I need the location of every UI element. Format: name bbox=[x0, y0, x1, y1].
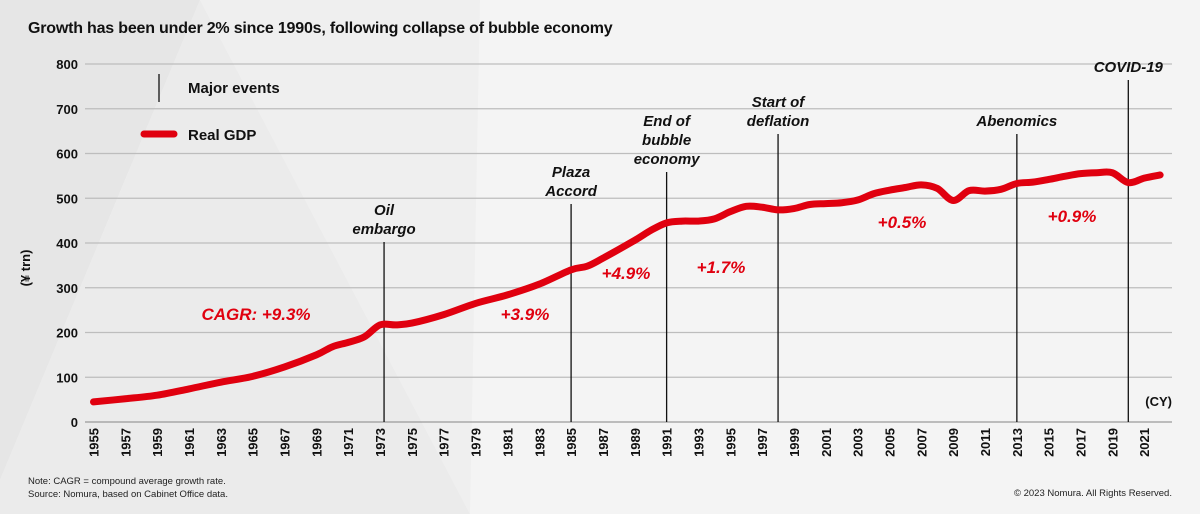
chart-title: Growth has been under 2% since 1990s, fo… bbox=[28, 20, 613, 37]
cagr-annotation: +0.9% bbox=[1048, 207, 1097, 226]
x-tick-label: 1981 bbox=[500, 428, 515, 457]
gdp-series-line bbox=[90, 168, 1164, 406]
x-tick-label: 2015 bbox=[1042, 428, 1057, 457]
event-label: bubble bbox=[642, 132, 691, 149]
x-tick-label: 2021 bbox=[1137, 428, 1152, 457]
x-tick-label: 1991 bbox=[660, 428, 675, 457]
legend-label: Real GDP bbox=[188, 127, 256, 144]
x-tick-label: 1995 bbox=[723, 428, 738, 457]
y-tick-label: 300 bbox=[56, 281, 78, 296]
y-tick-label: 200 bbox=[56, 326, 78, 341]
cagr-annotation: CAGR: +9.3% bbox=[201, 305, 310, 324]
x-tick-label: 1993 bbox=[691, 428, 706, 457]
cagr-annotation: +0.5% bbox=[878, 213, 927, 232]
event-label: COVID-19 bbox=[1094, 59, 1164, 76]
y-tick-label: 800 bbox=[56, 57, 78, 72]
x-tick-label: 1957 bbox=[118, 428, 133, 457]
event-label: Oil bbox=[374, 202, 395, 219]
y-tick-label: 400 bbox=[56, 236, 78, 251]
x-tick-label: 1955 bbox=[87, 428, 102, 457]
event-label: End of bbox=[643, 113, 692, 130]
x-tick-label: 2017 bbox=[1074, 428, 1089, 457]
event-label: Plaza bbox=[552, 164, 590, 181]
x-tick-label: 2005 bbox=[883, 428, 898, 457]
y-tick-label: 100 bbox=[56, 370, 78, 385]
x-tick-label: 1961 bbox=[182, 428, 197, 457]
x-tick-label: 1963 bbox=[214, 428, 229, 457]
cagr-annotation: +4.9% bbox=[602, 264, 651, 283]
x-tick-label: 1971 bbox=[341, 428, 356, 457]
x-tick-label: 1989 bbox=[628, 428, 643, 457]
x-tick-label: 2003 bbox=[851, 428, 866, 457]
legend: Major events Real GDP bbox=[140, 74, 280, 144]
bg-triangle-lower bbox=[0, 0, 470, 514]
event-markers: Oil embargo Plaza Accord End of bubble economy… bbox=[352, 59, 1164, 422]
x-tick-label: 1985 bbox=[564, 428, 579, 457]
x-tick-label: 2001 bbox=[819, 428, 834, 457]
x-tick-label: 1959 bbox=[150, 428, 165, 457]
cagr-annotation: +1.7% bbox=[697, 258, 746, 277]
x-tick-label: 2013 bbox=[1010, 428, 1025, 457]
x-tick-label: 2007 bbox=[914, 428, 929, 457]
y-tick-label: 600 bbox=[56, 147, 78, 162]
event-label: Abenomics bbox=[975, 113, 1057, 130]
x-tick-label: 1965 bbox=[246, 428, 261, 457]
y-axis-label: (¥ trn) bbox=[18, 250, 33, 287]
series-layer bbox=[90, 168, 1164, 406]
x-tick-label: 2019 bbox=[1105, 428, 1120, 457]
y-tick-label: 0 bbox=[71, 415, 78, 430]
event-label: deflation bbox=[747, 113, 810, 130]
cagr-annotation: +3.9% bbox=[501, 305, 550, 324]
event-label: Start of bbox=[752, 94, 807, 111]
x-tick-label: 1969 bbox=[309, 428, 324, 457]
bg-triangle-mid bbox=[200, 0, 480, 514]
event-label: embargo bbox=[352, 221, 415, 238]
y-tick-label: 700 bbox=[56, 102, 78, 117]
cagr-annotations: CAGR: +9.3% +3.9% +4.9% +1.7% +0.5% +0.9% bbox=[201, 207, 1096, 324]
x-tick-label: 1983 bbox=[532, 428, 547, 457]
x-tick-label: 1967 bbox=[278, 428, 293, 457]
x-tick-label: 1977 bbox=[437, 428, 452, 457]
y-tick-labels: 0 100 200 300 400 500 600 700 800 bbox=[56, 57, 78, 430]
x-tick-label: 2011 bbox=[978, 428, 993, 456]
x-tick-label: 1975 bbox=[405, 428, 420, 457]
x-tick-label: 1999 bbox=[787, 428, 802, 457]
x-tick-label: 2009 bbox=[946, 428, 961, 457]
x-tick-label: 1973 bbox=[373, 428, 388, 457]
x-tick-label: 1997 bbox=[755, 428, 770, 457]
copyright-text: © 2023 Nomura. All Rights Reserved. bbox=[1013, 488, 1172, 499]
x-tick-labels: 1955 1957 1959 1961 1963 1965 1967 1969 1971 1973… bbox=[87, 428, 1153, 457]
event-label: Accord bbox=[544, 183, 598, 200]
source-text: Source: Nomura, based on Cabinet Office … bbox=[28, 489, 228, 500]
y-tick-label: 500 bbox=[56, 191, 78, 206]
x-axis-label: (CY) bbox=[1145, 394, 1172, 409]
x-tick-label: 1987 bbox=[596, 428, 611, 457]
note-text: Note: CAGR = compound average growth rat… bbox=[28, 476, 226, 487]
x-tick-label: 1979 bbox=[469, 428, 484, 457]
legend-label: Major events bbox=[188, 80, 280, 97]
event-label: economy bbox=[634, 151, 701, 168]
